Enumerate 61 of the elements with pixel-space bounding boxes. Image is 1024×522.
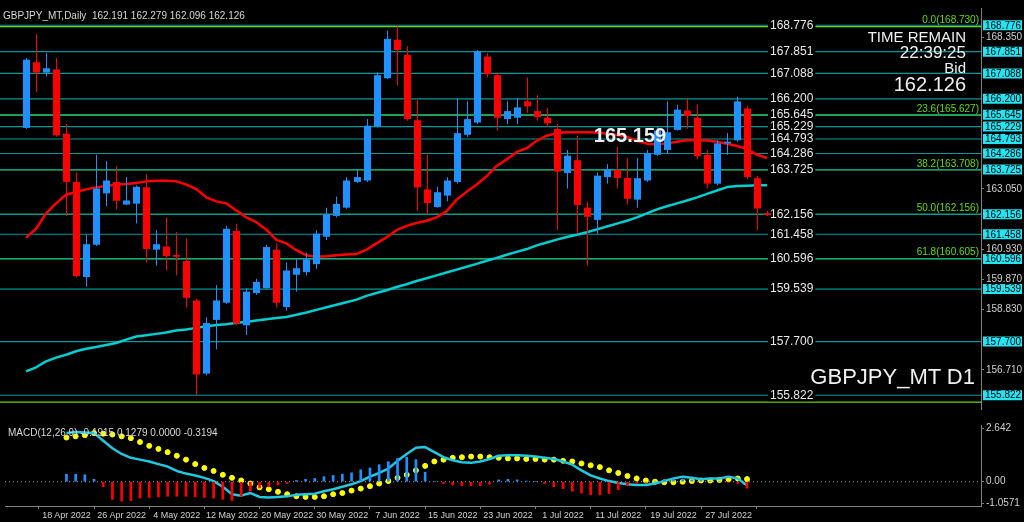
- text: 161.458: [985, 228, 1022, 240]
- ref-line-label: 163.725: [770, 161, 814, 176]
- y-tick-label: 0.00: [986, 475, 1006, 487]
- x-tick-label: 7 Jun 2022: [375, 509, 420, 520]
- text: 162.156: [985, 208, 1022, 220]
- y-tick-label: 158.830: [986, 303, 1023, 315]
- ref-line-label: 167.851: [770, 43, 814, 58]
- chart-title: MACD(12,26,9) -0.1915 0.1279 0.0000 -0.3194: [8, 426, 219, 438]
- annotation: 61.8(160.605): [916, 246, 979, 258]
- text: GBPJPY_MT D1: [810, 364, 975, 390]
- x-tick-label: 1 Jul 2022: [542, 509, 584, 520]
- x-tick-label: 12 May 2022: [205, 509, 259, 520]
- annotation: 50.0(162.156): [916, 202, 979, 214]
- y-tick-label: 163.050: [986, 182, 1023, 194]
- y-tick-label: 2.642: [986, 421, 1012, 433]
- ref-line-label: 162.156: [770, 206, 814, 221]
- ref-line-label: 165.645: [770, 106, 814, 121]
- x-tick-label: 26 Apr 2022: [97, 509, 146, 520]
- text: 165.229: [985, 120, 1022, 132]
- ref-line-label: 166.200: [770, 91, 814, 106]
- y-tick-label: 168.350: [986, 31, 1023, 43]
- x-tick-label: 23 Jun 2022: [483, 509, 533, 520]
- annotation: 38.2(163.708): [916, 157, 979, 169]
- text: 168.776: [985, 19, 1022, 31]
- x-tick-label: 27 Jul 2022: [705, 509, 752, 520]
- x-tick-label: 15 Jun 2022: [427, 509, 478, 520]
- x-tick-label: 11 Jul 2022: [595, 509, 642, 520]
- x-tick-label: 4 May 2022: [153, 509, 201, 520]
- text: TIME REMAIN: [867, 28, 966, 46]
- x-tick-label: 19 Jul 2022: [650, 509, 697, 520]
- ref-line-label: 157.700: [770, 333, 814, 348]
- x-tick-label: 20 May 2022: [261, 509, 314, 520]
- text: 163.725: [985, 163, 1022, 175]
- chart-title: GBPJPY_MT,Daily 162.191 162.279 162.096 162.126: [3, 9, 246, 21]
- ref-line-label: 168.776: [770, 17, 814, 32]
- text: 165.645: [985, 108, 1022, 120]
- text: 164.286: [985, 147, 1022, 159]
- ref-line-label: 165.229: [770, 118, 814, 133]
- text: 164.793: [985, 133, 1022, 145]
- x-tick-label: 18 Apr 2022: [42, 509, 91, 520]
- ref-line-label: 164.286: [770, 145, 814, 160]
- ref-line-label: 155.822: [770, 387, 814, 402]
- ref-line-label: 159.539: [770, 281, 814, 296]
- text: 160.596: [985, 253, 1022, 265]
- text: 159.539: [985, 283, 1022, 295]
- text: 157.700: [985, 335, 1022, 347]
- text: 155.822: [985, 389, 1022, 401]
- y-tick-label: 160.930: [986, 243, 1023, 255]
- x-tick-label: 30 May 2022: [316, 509, 369, 520]
- y-tick-label: 159.870: [986, 273, 1023, 285]
- text: 166.200: [985, 93, 1022, 105]
- annotation: 0.0(168.730): [922, 14, 979, 26]
- ref-line-label: 160.596: [770, 251, 814, 266]
- text: 167.088: [985, 67, 1022, 79]
- text: 167.851: [985, 45, 1022, 57]
- ref-line-label: 167.088: [770, 65, 814, 80]
- ref-line-label: 164.793: [770, 131, 814, 146]
- y-tick-label: 156.710: [986, 363, 1023, 375]
- ref-line-label: 161.458: [770, 226, 814, 241]
- y-tick-label: -1.0571: [986, 496, 1021, 508]
- annotation: 23.6(165.627): [916, 102, 979, 114]
